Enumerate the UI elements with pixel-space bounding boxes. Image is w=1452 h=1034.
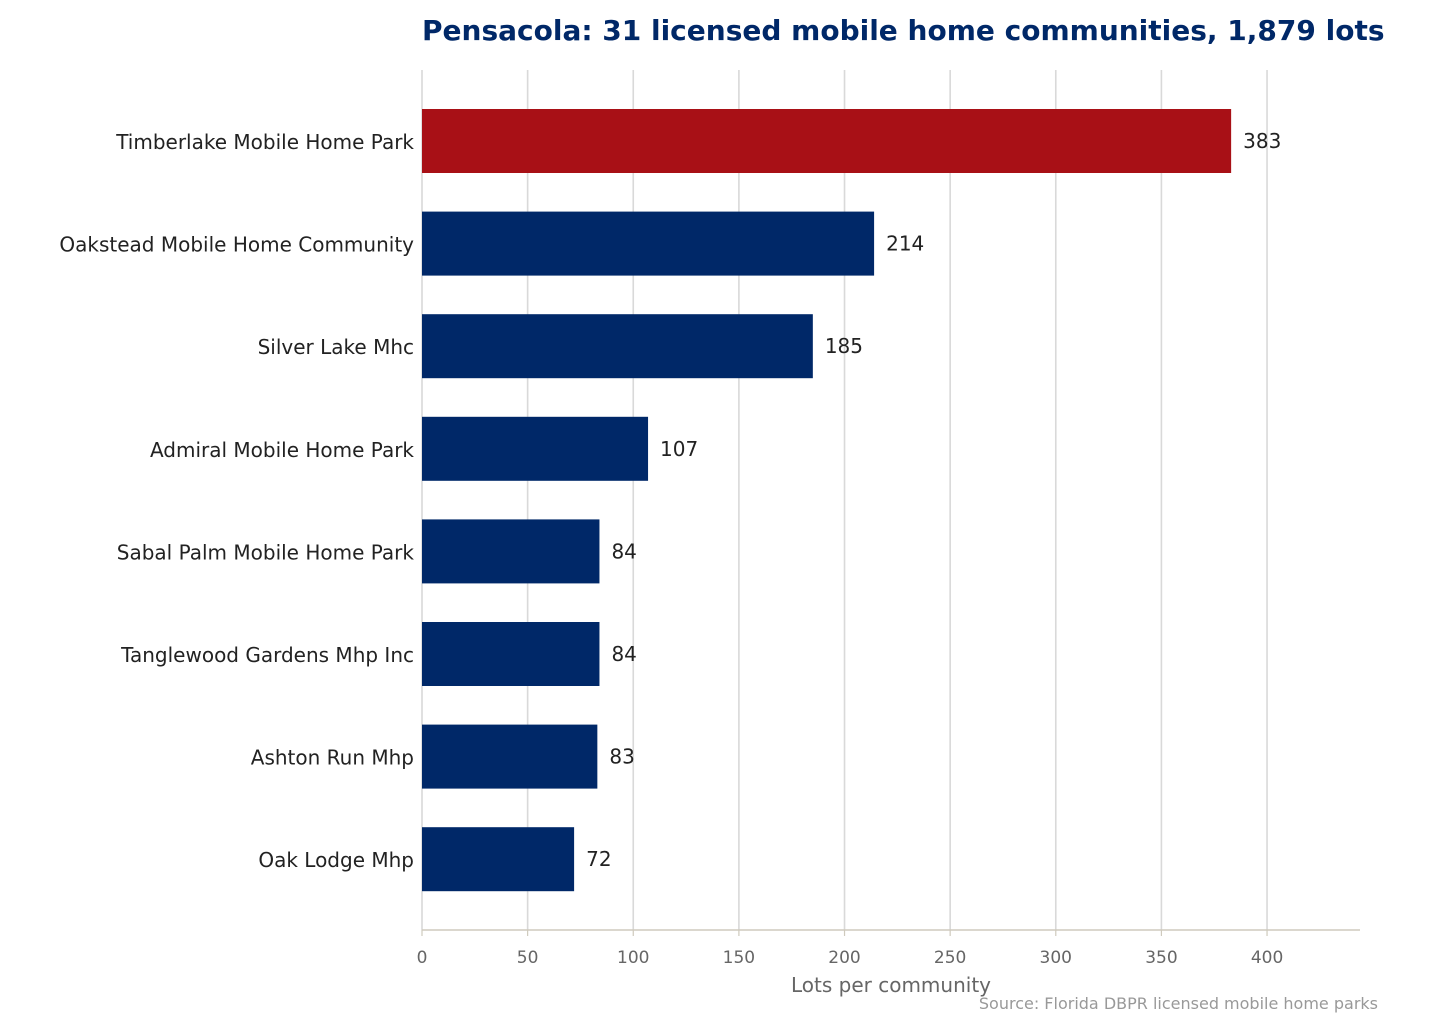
value-label-2: 214: [886, 232, 924, 256]
value-label-4: 107: [660, 437, 698, 461]
value-label-6: 84: [611, 642, 636, 666]
x-axis-title: Lots per community: [791, 973, 991, 997]
category-label-7: Ashton Run Mhp: [251, 746, 414, 770]
axis-layer: 0 50 100 150 200 250 300 350 400 Timberlake Mobil…: [59, 129, 1360, 968]
bar-8: [422, 827, 575, 892]
x-tick-label-50: 50: [517, 948, 539, 968]
bar-4: [422, 416, 649, 481]
source-note: Source: Florida DBPR licensed mobile hom…: [979, 994, 1378, 1013]
chart-title: Pensacola: 31 licensed mobile home commu…: [422, 14, 1385, 47]
x-tick-label-350: 350: [1145, 948, 1177, 968]
grid-layer: [421, 70, 1268, 930]
x-tick-label-200: 200: [828, 948, 860, 968]
bar-7: [422, 724, 598, 789]
x-tick-label-100: 100: [617, 948, 649, 968]
value-label-7: 83: [609, 745, 634, 769]
x-tick-label-400: 400: [1251, 948, 1283, 968]
x-tick-label-150: 150: [723, 948, 755, 968]
bar-layer: [422, 109, 1232, 892]
category-label-2: Oakstead Mobile Home Community: [59, 233, 414, 257]
value-label-3: 185: [825, 334, 863, 358]
category-label-4: Admiral Mobile Home Park: [150, 438, 414, 462]
category-label-8: Oak Lodge Mhp: [258, 848, 414, 872]
bar-5: [422, 519, 600, 584]
category-label-1: Timberlake Mobile Home Park: [115, 130, 414, 154]
value-label-5: 84: [611, 539, 636, 563]
category-label-5: Sabal Palm Mobile Home Park: [117, 540, 415, 564]
x-tick-label-0: 0: [417, 948, 428, 968]
bar-6: [422, 622, 600, 686]
category-label-6: Tanglewood Gardens Mhp Inc: [120, 643, 414, 667]
category-label-3: Silver Lake Mhc: [258, 335, 414, 359]
value-label-1: 383: [1243, 129, 1281, 153]
bar-3: [422, 314, 813, 379]
value-label-8: 72: [586, 847, 611, 871]
x-tick-label-300: 300: [1040, 948, 1072, 968]
bar-1: [422, 109, 1232, 173]
x-tick-label-250: 250: [934, 948, 966, 968]
bar-2: [422, 211, 875, 276]
